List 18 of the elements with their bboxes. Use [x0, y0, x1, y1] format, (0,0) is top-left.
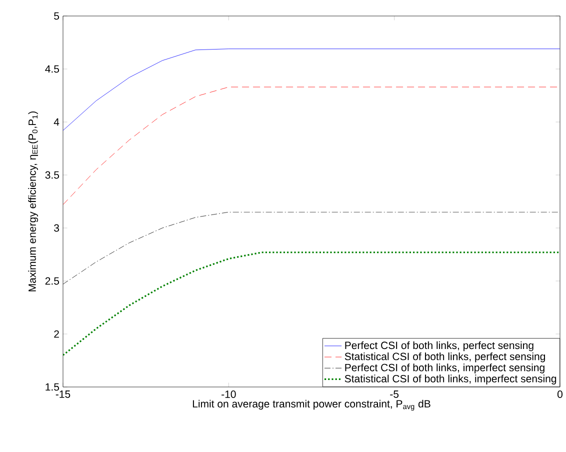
y-tick-label: 4 [54, 118, 60, 126]
legend-label: Statistical CSI of both links, imperfect sensing [344, 374, 556, 384]
y-tick-label: 5 [54, 12, 60, 20]
y-tick-label: 3.5 [45, 171, 60, 179]
x-tick-label: -5 [390, 390, 399, 398]
x-tick-label: -15 [56, 390, 70, 398]
y-axis-title: Maximum energy efficiency, η$_{EE}$(P$_{0}$,P$_{1}$) [28, 111, 38, 292]
x-tick-label: 0 [557, 390, 562, 398]
legend-label: Perfect CSI of both links, imperfect sensing [345, 364, 544, 374]
y-tick-label: 2.5 [45, 277, 60, 285]
y-tick-label: 4.5 [45, 65, 60, 73]
y-tick-label: 1.5 [46, 383, 60, 391]
x-axis-title: Limit on average transmit power constraint, P$_{avg}$ dB [192, 400, 430, 411]
legend-label: Perfect CSI of both links, perfect sensing [345, 341, 534, 352]
y-tick-label: 3 [54, 224, 60, 232]
legend-label: Statistical CSI of both links, perfect sensing [344, 352, 546, 362]
y-tick-label: 2 [54, 330, 59, 338]
x-tick-label: -10 [222, 390, 236, 398]
